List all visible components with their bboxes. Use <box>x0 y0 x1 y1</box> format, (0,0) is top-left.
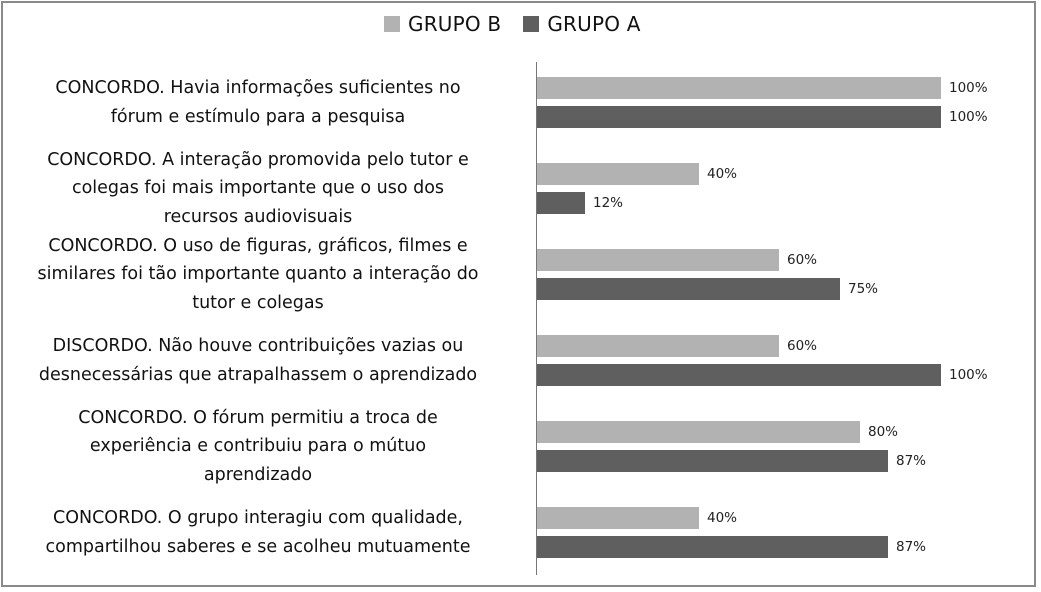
category-label-line: DISCORDO. Não houve contribuições vazias… <box>52 336 464 356</box>
category-label-line: CONCORDO. O grupo interagiu com qualidad… <box>53 508 463 528</box>
category-label: CONCORDO. O uso de figuras, gráficos, fi… <box>4 232 512 318</box>
legend-item-grupo-a: GRUPO A <box>523 12 640 36</box>
value-label-grupo-b: 60% <box>787 338 818 354</box>
legend-item-grupo-b: GRUPO B <box>384 12 501 36</box>
category-axis-line <box>536 62 537 575</box>
legend-swatch-grupo-a <box>523 16 540 32</box>
value-label-grupo-b: 40% <box>707 510 738 526</box>
category-label-line: experiência e contribuiu para o mútuo <box>89 436 427 457</box>
category-label-line: CONCORDO. A interação promovida pelo tut… <box>47 149 469 170</box>
legend-label-grupo-a: GRUPO A <box>547 12 641 36</box>
legend-label-grupo-b: GRUPO B <box>408 12 502 36</box>
bar-grupo-b <box>537 249 779 271</box>
category-label-line: similares foi tão importante quanto a in… <box>37 264 479 285</box>
bar-grupo-a <box>537 450 888 472</box>
bar-grupo-a <box>537 278 840 300</box>
value-label-grupo-b: 80% <box>868 424 899 440</box>
value-label-grupo-b: 100% <box>949 80 988 96</box>
chart-legend: GRUPO B GRUPO A <box>384 12 663 36</box>
bar-grupo-b <box>537 335 779 357</box>
bar-grupo-a <box>537 106 941 128</box>
bar-grupo-b <box>537 77 941 99</box>
category-label-line: recursos audiovisuais <box>163 206 353 227</box>
category-label-line: colegas foi mais importante que o uso do… <box>71 178 445 199</box>
category-label-line: CONCORDO. O fórum permitiu a troca de <box>78 407 438 428</box>
category-label: CONCORDO. A interação promovida pelo tut… <box>4 146 512 232</box>
category-label: CONCORDO. O fórum permitiu a troca de exp… <box>4 404 512 490</box>
category-label-line: tutor e colegas <box>192 292 324 313</box>
bar-grupo-a <box>537 536 888 558</box>
value-label-grupo-a: 75% <box>848 281 879 297</box>
category-label-line: CONCORDO. O uso de figuras, gráficos, fi… <box>48 235 468 256</box>
category-label: CONCORDO. Havia informações suficientes … <box>4 74 512 131</box>
category-label-line: fórum e estímulo para a pesquisa <box>110 106 406 127</box>
bar-grupo-a <box>537 364 941 386</box>
value-label-grupo-a: 100% <box>949 367 988 383</box>
category-label: DISCORDO. Não houve contribuições vazias… <box>4 332 512 389</box>
bar-grupo-b <box>537 421 860 443</box>
category-label-line: compartilhou saberes e se acolheu mutuam… <box>45 536 471 557</box>
bar-grupo-b <box>537 163 699 185</box>
category-label-line: desnecessárias que atrapalhassem o apren… <box>38 364 478 385</box>
bar-grupo-b <box>537 507 699 529</box>
bar-grupo-a <box>537 192 585 214</box>
category-label-line: CONCORDO. Havia informações suficientes … <box>55 78 461 98</box>
value-label-grupo-a: 12% <box>593 195 624 211</box>
value-label-grupo-b: 40% <box>707 166 738 182</box>
value-label-grupo-a: 87% <box>896 539 927 555</box>
legend-swatch-grupo-b <box>384 16 400 32</box>
category-label: CONCORDO. O grupo interagiu com qualidad… <box>4 504 512 561</box>
value-label-grupo-a: 87% <box>896 453 927 469</box>
value-label-grupo-b: 60% <box>787 252 818 268</box>
category-label-line: aprendizado <box>203 464 313 485</box>
value-label-grupo-a: 100% <box>949 109 988 125</box>
